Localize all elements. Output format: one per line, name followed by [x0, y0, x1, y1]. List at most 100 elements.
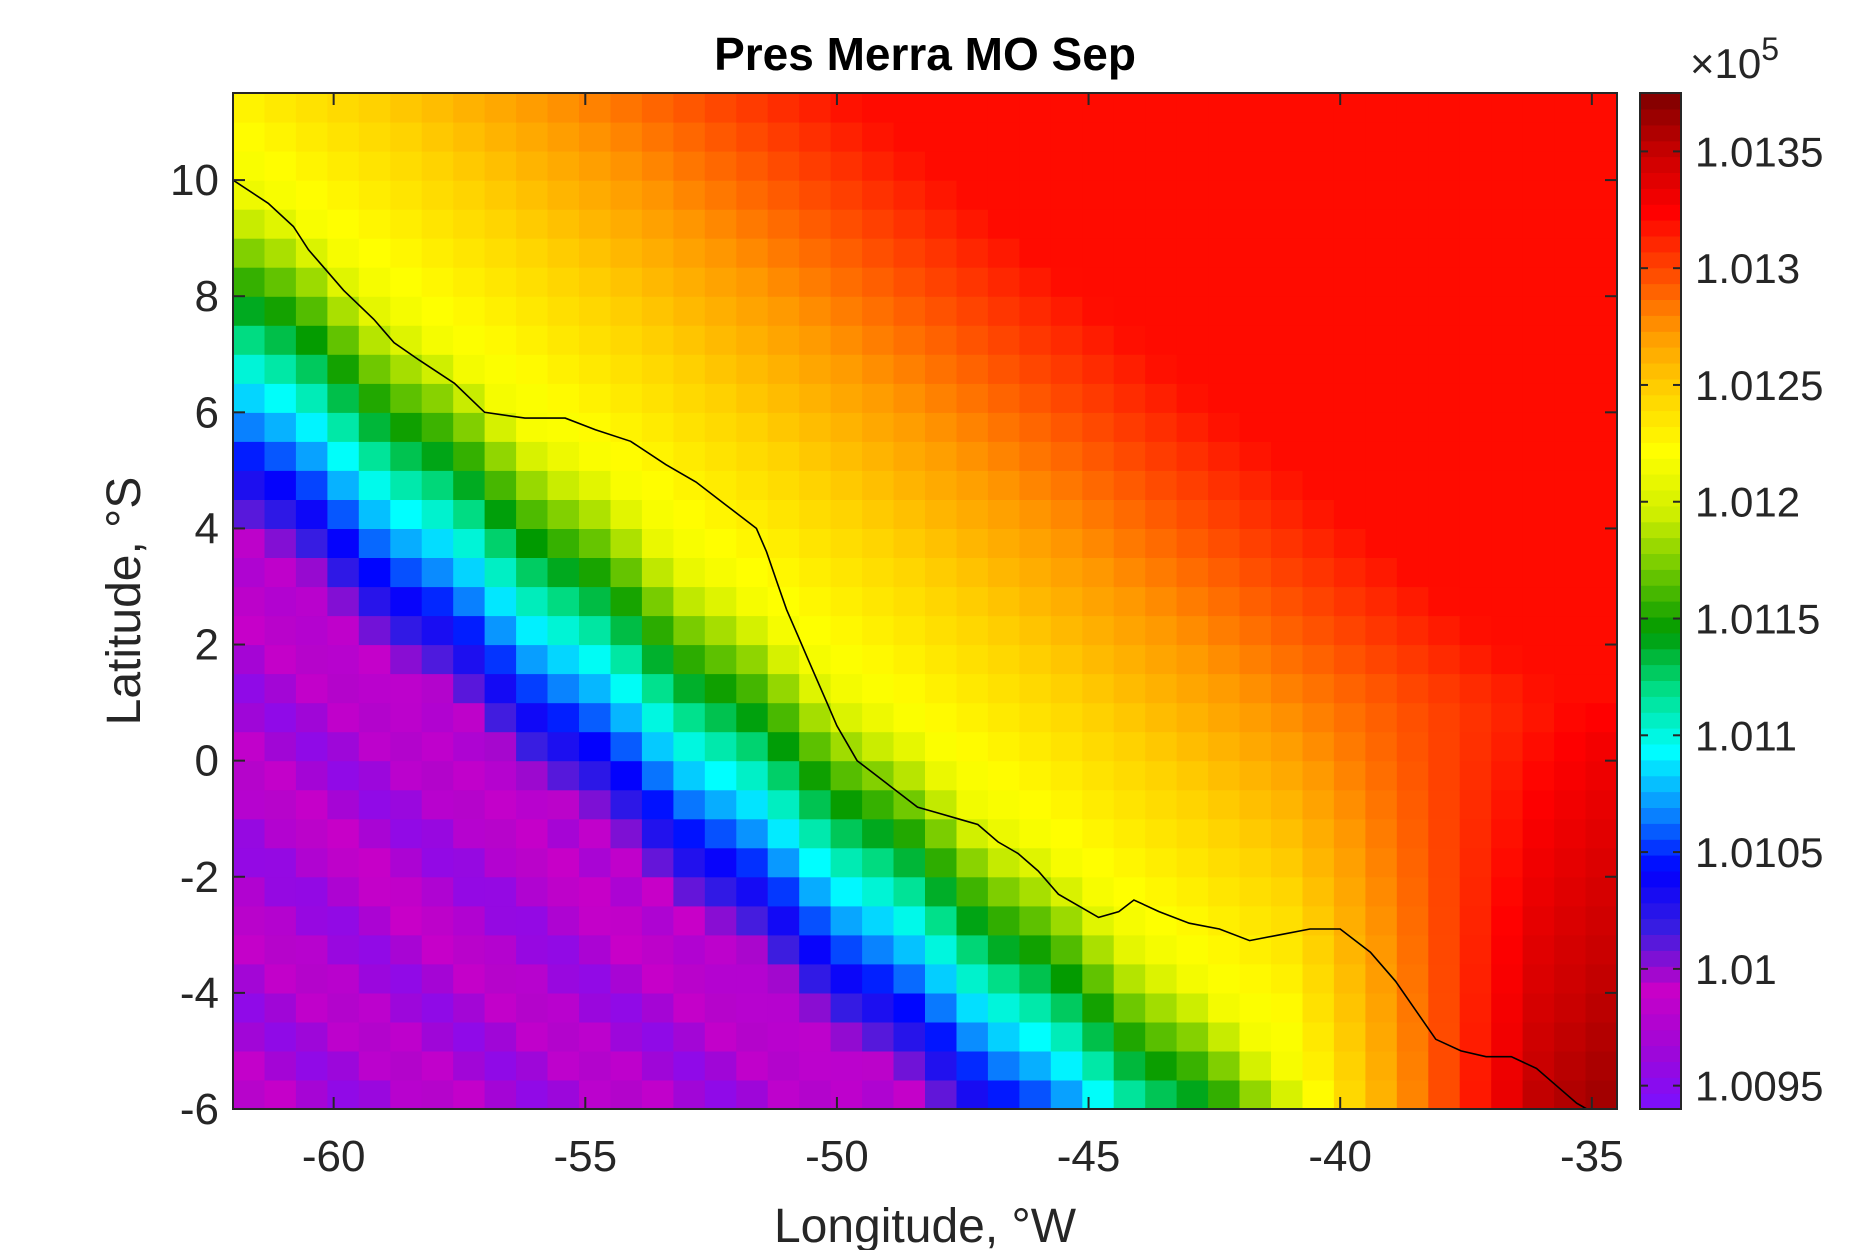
heatmap-cell: [484, 412, 517, 442]
heatmap-cell: [1522, 818, 1555, 849]
heatmap-cell: [893, 557, 926, 588]
heatmap-cell: [1491, 673, 1524, 704]
heatmap-cell: [1333, 1021, 1366, 1052]
heatmap-cell: [421, 963, 454, 994]
heatmap-cell: [956, 499, 989, 529]
heatmap-cell: [1522, 1050, 1555, 1081]
heatmap-cell: [421, 499, 454, 529]
heatmap-cell: [264, 847, 297, 878]
heatmap-cell: [987, 731, 1020, 762]
heatmap-cell: [1491, 644, 1524, 675]
heatmap-cell: [390, 557, 423, 588]
heatmap-cell: [925, 818, 958, 849]
heatmap-cell: [1428, 673, 1461, 704]
heatmap-cell: [264, 992, 297, 1023]
heatmap-cell: [547, 1080, 580, 1110]
heatmap-cell: [484, 847, 517, 878]
heatmap-cell: [704, 383, 737, 413]
heatmap-cell: [484, 760, 517, 791]
heatmap-cell: [925, 1021, 958, 1052]
heatmap-cell: [1208, 731, 1241, 762]
heatmap-cell: [1082, 122, 1115, 152]
heatmap-cell: [1271, 760, 1304, 791]
heatmap-cell: [1554, 818, 1587, 849]
heatmap-cell: [547, 847, 580, 878]
heatmap-cell: [390, 818, 423, 849]
heatmap-cell: [1585, 441, 1618, 471]
heatmap-cell: [1459, 93, 1492, 123]
heatmap-cell: [1019, 1080, 1052, 1110]
heatmap-cell: [421, 151, 454, 181]
heatmap-cell: [1239, 209, 1272, 239]
heatmap-cell: [1333, 296, 1366, 326]
coastline-line: [232, 179, 1588, 1110]
heatmap-cell: [421, 93, 454, 123]
heatmap-cell: [233, 876, 266, 907]
heatmap-cell: [547, 267, 580, 297]
heatmap-cell: [1522, 644, 1555, 675]
colorbar-segment: [1640, 220, 1681, 237]
heatmap-cell: [1554, 209, 1587, 239]
heatmap-cell: [956, 441, 989, 471]
heatmap-cell: [1113, 209, 1146, 239]
heatmap-cell: [830, 673, 863, 704]
heatmap-cell: [1302, 644, 1335, 675]
heatmap-cell: [799, 325, 832, 355]
heatmap-cell: [862, 644, 895, 675]
heatmap-cell: [862, 325, 895, 355]
heatmap-cell: [956, 528, 989, 558]
heatmap-cell: [1522, 441, 1555, 471]
heatmap-cell: [579, 644, 612, 675]
heatmap-cell: [1208, 934, 1241, 965]
heatmap-cell: [1491, 354, 1524, 384]
heatmap-cell: [1365, 354, 1398, 384]
heatmap-cell: [1239, 470, 1272, 500]
heatmap-cell: [641, 267, 674, 297]
heatmap-cell: [1176, 702, 1209, 733]
heatmap-cell: [641, 412, 674, 442]
heatmap-cell: [1491, 615, 1524, 646]
heatmap-cell: [925, 325, 958, 355]
heatmap-cell: [830, 905, 863, 936]
heatmap-cell: [1145, 905, 1178, 936]
heatmap-cell: [421, 412, 454, 442]
heatmap-cell: [1271, 847, 1304, 878]
heatmap-cell: [1082, 1021, 1115, 1052]
heatmap-cell: [736, 818, 769, 849]
heatmap-cell: [925, 702, 958, 733]
heatmap-cell: [1019, 528, 1052, 558]
heatmap-cell: [830, 644, 863, 675]
heatmap-cell: [799, 441, 832, 471]
heatmap-cell: [704, 1050, 737, 1081]
heatmap-cell: [1396, 586, 1429, 617]
heatmap-cell: [1459, 151, 1492, 181]
heatmap-cell: [453, 731, 486, 762]
heatmap-cell: [1113, 847, 1146, 878]
heatmap-cell: [1113, 818, 1146, 849]
heatmap-cell: [547, 122, 580, 152]
heatmap-cell: [1522, 557, 1555, 588]
heatmap-cell: [893, 267, 926, 297]
heatmap-cell: [579, 1050, 612, 1081]
heatmap-cell: [1082, 673, 1115, 704]
heatmap-cell: [799, 122, 832, 152]
heatmap-cell: [736, 673, 769, 704]
heatmap-cell: [1554, 557, 1587, 588]
heatmap-cell: [987, 383, 1020, 413]
heatmap-cell: [547, 93, 580, 123]
heatmap-cell: [579, 325, 612, 355]
heatmap-cell: [893, 122, 926, 152]
heatmap-cell: [956, 412, 989, 442]
heatmap-cell: [1176, 963, 1209, 994]
heatmap-cell: [1082, 325, 1115, 355]
heatmap-cell: [1176, 615, 1209, 646]
heatmap-cell: [610, 325, 643, 355]
heatmap-cell: [925, 992, 958, 1023]
heatmap-cell: [579, 180, 612, 210]
heatmap-cell: [1491, 1021, 1524, 1052]
heatmap-cell: [799, 934, 832, 965]
heatmap-cell: [1333, 238, 1366, 268]
heatmap-cell: [736, 180, 769, 210]
colorbar-segment: [1640, 1061, 1681, 1078]
heatmap-cell: [1302, 151, 1335, 181]
